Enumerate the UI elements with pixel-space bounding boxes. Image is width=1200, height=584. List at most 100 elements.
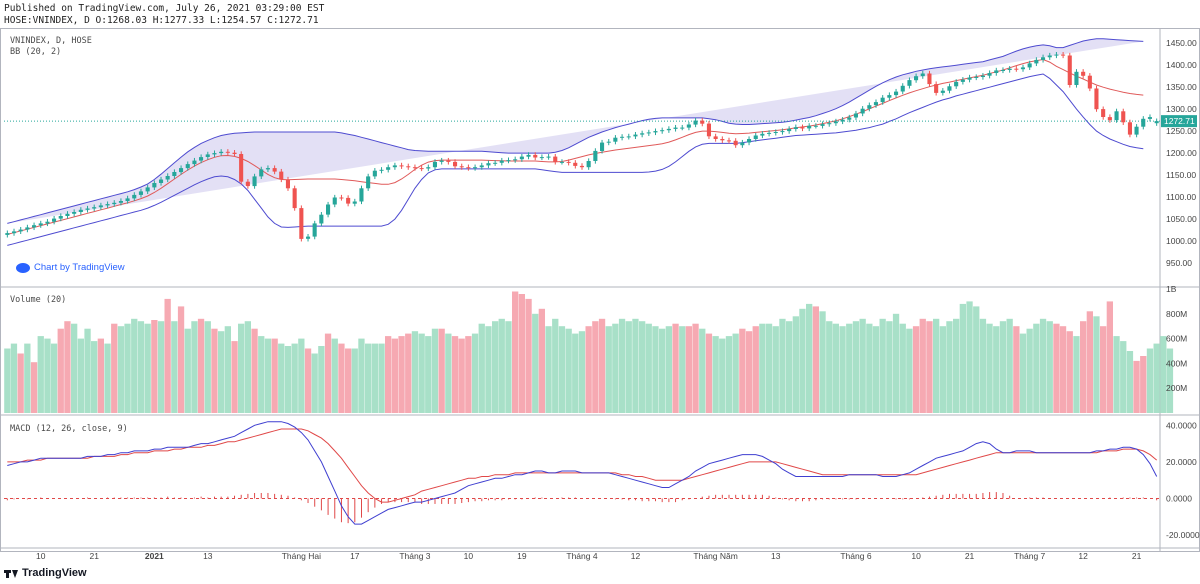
- volume-bar: [1146, 348, 1154, 413]
- volume-bar: [752, 326, 759, 413]
- candle: [726, 140, 731, 142]
- candle: [546, 156, 551, 158]
- candle: [1087, 75, 1092, 89]
- candle: [493, 162, 498, 164]
- candle: [239, 154, 244, 182]
- candle: [847, 117, 852, 120]
- volume-bar: [331, 338, 338, 413]
- candle: [1067, 55, 1072, 85]
- volume-bar: [398, 336, 405, 413]
- volume-bar: [111, 323, 118, 413]
- volume-bar: [846, 323, 853, 413]
- time-tick-label: 13: [771, 551, 781, 561]
- candle: [185, 164, 190, 169]
- volume-bar: [338, 343, 345, 413]
- candle: [1101, 109, 1106, 117]
- price-pane[interactable]: 950.00 1000.00 1050.00 1100.00 1150.00 1200.0…: [4, 36, 1197, 268]
- volume-bar: [1166, 348, 1174, 413]
- tradingview-cloud-icon: [16, 262, 30, 273]
- candle: [285, 179, 290, 189]
- candle: [867, 105, 872, 109]
- time-tick-label: 10: [36, 551, 46, 561]
- volume-bar: [84, 328, 91, 413]
- candle: [352, 201, 357, 204]
- volume-bar: [191, 321, 198, 413]
- volume-bar: [471, 333, 479, 413]
- candle: [179, 168, 184, 173]
- time-axis[interactable]: 10 21 2021 13 Tháng Hai 17 Tháng 3 10 19 Tháng 4 1…: [36, 551, 1142, 561]
- volume-bar: [919, 318, 926, 413]
- volume-bar: [993, 326, 1000, 413]
- footer-brand-text: TradingView: [22, 567, 87, 579]
- candle: [1047, 55, 1052, 58]
- volume-bar: [598, 318, 606, 413]
- volume-bar: [478, 323, 485, 413]
- volume-bar: [238, 323, 245, 413]
- volume-bar: [585, 326, 592, 413]
- bb-basis-line: [7, 58, 1144, 235]
- footer-brand[interactable]: TradingView: [4, 567, 87, 579]
- volume-bar: [244, 321, 251, 413]
- candle: [38, 223, 43, 226]
- time-tick-label: 12: [631, 551, 641, 561]
- candle: [1020, 67, 1025, 70]
- volume-bar: [659, 328, 666, 413]
- candle: [673, 127, 678, 129]
- volume-bar: [144, 323, 151, 413]
- candle: [25, 227, 30, 230]
- volume-bar: [311, 353, 318, 413]
- volume-bar: [685, 326, 692, 413]
- volume-bar: [365, 343, 372, 413]
- volume-bar: [385, 336, 392, 413]
- candle: [994, 70, 999, 73]
- candle: [399, 165, 404, 167]
- volume-bar: [959, 303, 966, 413]
- volume-bar: [832, 323, 839, 413]
- volume-bar: [892, 313, 900, 413]
- volume-bar: [1133, 360, 1140, 413]
- volume-pane[interactable]: 200M 400M 600M 800M 1B Volume (20): [4, 284, 1187, 413]
- time-tick-label: 12: [1078, 551, 1088, 561]
- volume-bar: [164, 298, 171, 413]
- volume-bar: [1140, 356, 1147, 413]
- bb-lower-line: [7, 73, 1144, 246]
- candle: [306, 236, 311, 239]
- candle: [940, 90, 945, 93]
- chart-by-tradingview-watermark[interactable]: Chart by TradingView: [16, 262, 125, 273]
- volume-bar: [391, 338, 398, 413]
- candle: [747, 139, 752, 143]
- candle: [566, 161, 571, 163]
- volume-bar: [405, 333, 412, 413]
- macd-pane[interactable]: -20.0000 0.0000 20.0000 40.0000 MACD (12, 26…: [4, 420, 1200, 540]
- volume-bar: [779, 318, 786, 413]
- candle: [219, 151, 224, 154]
- volume-bar: [899, 323, 906, 413]
- candle: [873, 102, 878, 106]
- candle: [459, 166, 464, 168]
- candle: [887, 95, 892, 98]
- volume-bar: [933, 318, 940, 413]
- time-tick-label: 21: [965, 551, 975, 561]
- volume-bar: [57, 328, 64, 413]
- candle: [813, 125, 818, 127]
- volume-bar: [512, 291, 519, 413]
- candle: [52, 218, 57, 222]
- candle: [439, 160, 444, 162]
- volume-bar: [1019, 333, 1027, 413]
- candle: [646, 132, 651, 134]
- bb-fill: [7, 38, 1144, 224]
- volume-bar: [438, 328, 445, 413]
- volume-bar: [304, 348, 312, 413]
- candle: [245, 181, 250, 187]
- candle: [1014, 68, 1019, 70]
- candle: [640, 133, 645, 135]
- time-tick-label: Tháng Hai: [282, 551, 321, 561]
- candle: [820, 124, 825, 126]
- volume-bar: [278, 343, 285, 413]
- candle: [880, 97, 885, 103]
- volume-bar: [425, 336, 432, 413]
- volume-bar: [224, 326, 231, 413]
- candle: [586, 161, 591, 168]
- candle: [700, 120, 705, 124]
